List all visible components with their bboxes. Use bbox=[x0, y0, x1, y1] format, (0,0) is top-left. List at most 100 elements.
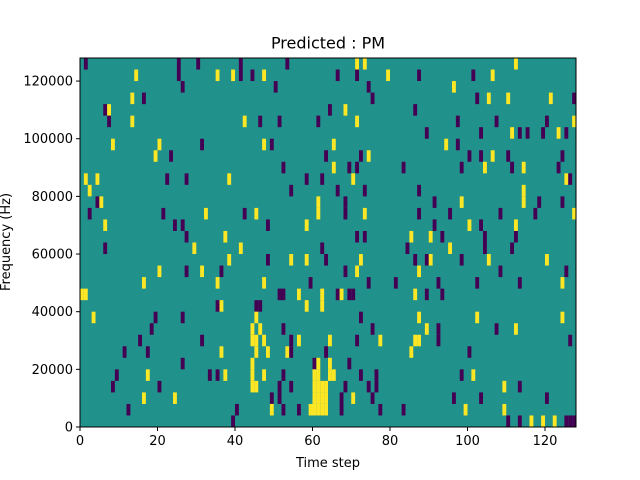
heatmap-cell bbox=[316, 357, 321, 370]
heatmap-cell bbox=[126, 403, 131, 416]
heatmap-cell bbox=[320, 300, 325, 312]
heatmap-cell bbox=[87, 184, 92, 197]
heatmap-cell bbox=[448, 242, 453, 255]
heatmap-cell bbox=[262, 138, 267, 151]
heatmap-cell bbox=[417, 334, 422, 347]
heatmap-cell bbox=[122, 346, 127, 358]
heatmap-cell bbox=[343, 196, 348, 208]
heatmap-cell bbox=[250, 357, 255, 370]
heatmap-cell bbox=[366, 277, 371, 289]
heatmap-cell bbox=[428, 254, 433, 266]
heatmap-cell bbox=[452, 392, 456, 404]
heatmap-cell bbox=[184, 230, 189, 243]
x-tick-label: 120 bbox=[533, 434, 558, 449]
heatmap-cell bbox=[324, 346, 329, 358]
heatmap-cell bbox=[486, 92, 491, 105]
heatmap-cell bbox=[564, 127, 569, 139]
heatmap-cell bbox=[459, 196, 464, 208]
heatmap-cell bbox=[483, 161, 487, 174]
heatmap-cell bbox=[455, 115, 460, 128]
heatmap-cell bbox=[254, 300, 259, 312]
heatmap-cell bbox=[490, 150, 495, 162]
heatmap-cell bbox=[165, 173, 170, 185]
heatmap-cell bbox=[506, 150, 511, 162]
heatmap-cell bbox=[564, 265, 569, 278]
heatmap-cell bbox=[324, 380, 329, 393]
heatmap-cell bbox=[231, 69, 236, 82]
heatmap-cell bbox=[180, 311, 185, 324]
heatmap-cell bbox=[223, 369, 228, 381]
y-tick-label: 100000 bbox=[23, 132, 73, 147]
heatmap-cell bbox=[386, 69, 391, 82]
y-axis-label: Frequency (Hz) bbox=[0, 193, 14, 291]
heatmap-cell bbox=[157, 380, 162, 393]
heatmap-cell bbox=[424, 254, 429, 266]
heatmap-cell bbox=[281, 161, 286, 174]
heatmap-cell bbox=[254, 334, 259, 347]
heatmap-cell bbox=[200, 138, 205, 151]
heatmap-cell bbox=[455, 138, 460, 151]
heatmap-cell bbox=[95, 196, 100, 208]
heatmap-cell bbox=[483, 242, 487, 255]
heatmap-cell bbox=[83, 58, 88, 70]
heatmap-cell bbox=[471, 369, 476, 381]
heatmap-cell bbox=[355, 69, 360, 82]
heatmap-cell bbox=[277, 392, 282, 404]
heatmap-cell bbox=[231, 415, 236, 427]
heatmap-cell bbox=[254, 207, 259, 220]
heatmap-cell bbox=[471, 69, 476, 82]
x-tick-label: 60 bbox=[304, 434, 321, 449]
heatmap-cell bbox=[266, 254, 270, 266]
heatmap-cell bbox=[424, 127, 429, 139]
heatmap-cell bbox=[266, 346, 270, 358]
heatmap-cell bbox=[362, 184, 367, 197]
heatmap-cell bbox=[514, 230, 518, 243]
heatmap-cell bbox=[91, 311, 96, 324]
heatmap-cell bbox=[238, 242, 243, 255]
heatmap-cell bbox=[254, 380, 259, 393]
heatmap-cell bbox=[235, 403, 239, 416]
heatmap-cell bbox=[343, 380, 348, 393]
heatmap-cell bbox=[417, 69, 422, 82]
heatmap-cell bbox=[320, 392, 325, 404]
heatmap-cell bbox=[351, 392, 356, 404]
heatmap-cell bbox=[142, 277, 146, 289]
heatmap-cell bbox=[498, 207, 503, 220]
heatmap-cell bbox=[250, 380, 255, 393]
heatmap-cell bbox=[417, 265, 422, 278]
heatmap-cell bbox=[219, 265, 224, 278]
heatmap-cell bbox=[366, 81, 371, 93]
heatmap-cell bbox=[502, 403, 507, 416]
heatmap-cell bbox=[359, 311, 363, 324]
heatmap-cell bbox=[529, 415, 534, 427]
y-tick-label: 60000 bbox=[32, 248, 73, 263]
heatmap-cell bbox=[560, 196, 565, 208]
heatmap-cell bbox=[304, 219, 309, 231]
plot-frame bbox=[79, 57, 577, 428]
heatmap-cell bbox=[227, 254, 232, 266]
heatmap-cell bbox=[459, 161, 464, 174]
heatmap-cell bbox=[215, 69, 220, 82]
heatmap-cell bbox=[440, 288, 445, 301]
heatmap-cell bbox=[200, 265, 205, 278]
heatmap-cell bbox=[347, 357, 352, 370]
heatmap-cell bbox=[517, 380, 522, 393]
heatmap-cell bbox=[176, 58, 181, 70]
x-axis: 0 20 40 60 80 100 120 bbox=[76, 427, 558, 449]
x-tick-label: 40 bbox=[227, 434, 244, 449]
heatmap-cell bbox=[413, 334, 418, 347]
heatmap-cell bbox=[262, 334, 267, 347]
heatmap-cell bbox=[331, 138, 336, 151]
heatmap-cell bbox=[417, 207, 422, 220]
heatmap-cell bbox=[335, 288, 340, 301]
heatmap-cell bbox=[316, 369, 321, 381]
heatmap-cell bbox=[250, 369, 255, 381]
heatmap-cell bbox=[521, 196, 526, 208]
heatmap-cell bbox=[424, 323, 429, 335]
heatmap-cell bbox=[227, 173, 232, 185]
heatmap-cell bbox=[374, 380, 379, 393]
heatmap-cell bbox=[223, 230, 228, 243]
heatmap-cell bbox=[572, 207, 577, 220]
heatmap-cell bbox=[277, 115, 282, 128]
